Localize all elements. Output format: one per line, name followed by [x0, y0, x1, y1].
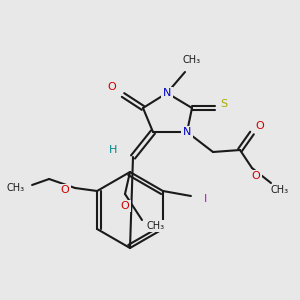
- Text: CH₃: CH₃: [6, 183, 24, 193]
- Text: O: O: [61, 185, 70, 195]
- Text: O: O: [108, 82, 116, 92]
- Text: O: O: [121, 201, 129, 211]
- Text: N: N: [163, 88, 171, 98]
- Text: CH₃: CH₃: [147, 221, 165, 231]
- Text: CH₃: CH₃: [183, 55, 201, 65]
- Text: H: H: [109, 145, 117, 155]
- Text: S: S: [220, 99, 228, 109]
- Text: CH₃: CH₃: [271, 185, 289, 195]
- Text: I: I: [204, 194, 208, 204]
- Text: O: O: [256, 121, 264, 131]
- Text: O: O: [252, 171, 260, 181]
- Text: N: N: [183, 127, 191, 137]
